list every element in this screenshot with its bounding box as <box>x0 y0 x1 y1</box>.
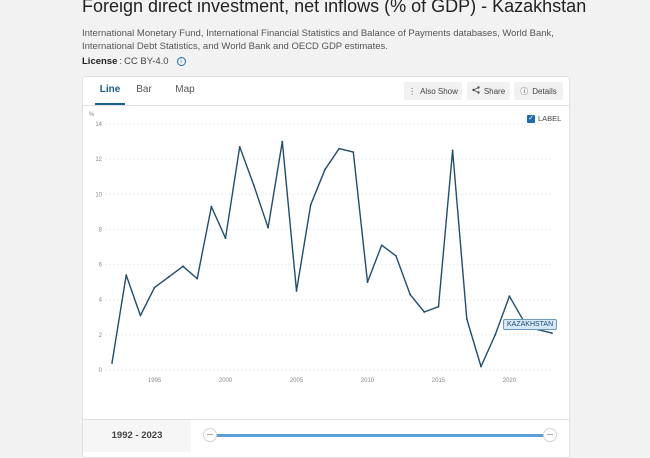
share-icon <box>472 86 480 96</box>
data-point <box>394 254 397 257</box>
data-point <box>352 151 355 154</box>
data-point <box>508 295 511 298</box>
data-point <box>139 314 142 317</box>
y-tick-label: 8 <box>99 227 103 233</box>
data-point <box>324 168 326 171</box>
x-tick-label: 2020 <box>503 378 517 384</box>
details-label: Details <box>532 86 557 96</box>
x-tick-label: 1995 <box>148 378 162 384</box>
data-point <box>281 140 284 143</box>
data-point <box>210 205 213 208</box>
data-point <box>380 244 383 247</box>
range-slider-track[interactable] <box>209 434 551 437</box>
data-point <box>309 203 312 206</box>
range-label: 1992 - 2023 <box>83 420 191 452</box>
range-footer: 1992 - 2023 <box>83 419 569 458</box>
data-point <box>196 277 199 280</box>
data-point <box>153 286 156 289</box>
y-axis-unit-label: % <box>89 112 95 118</box>
also-show-label: Also Show <box>420 86 458 96</box>
series-line <box>111 140 553 368</box>
label-toggle-text: LABEL <box>538 114 562 123</box>
license-value: CC BY-4.0 <box>124 56 169 67</box>
tab-line[interactable]: Line <box>95 77 125 105</box>
info-icon[interactable]: i <box>176 57 186 66</box>
tab-bar[interactable]: Bar <box>136 84 152 95</box>
data-point <box>224 237 227 240</box>
tab-map[interactable]: Map <box>175 84 195 95</box>
data-point <box>423 311 426 313</box>
y-tick-label: 14 <box>95 122 102 128</box>
license-label: License <box>82 56 118 67</box>
y-tick-label: 6 <box>99 263 103 269</box>
vertical-dots-icon: ⋮ <box>408 86 417 96</box>
data-point <box>437 305 440 308</box>
page-title: Foreign direct investment, net inflows (… <box>82 0 587 16</box>
data-point <box>125 274 128 277</box>
data-point <box>111 362 113 364</box>
details-button[interactable]: ⓘ Details <box>514 82 563 100</box>
x-tick-label: 2005 <box>290 378 304 384</box>
data-point <box>295 290 298 292</box>
license-row: License : CC BY-4.0 i <box>82 56 186 67</box>
y-tick-label: 10 <box>95 192 102 198</box>
y-tick-label: 0 <box>99 368 103 374</box>
data-point <box>409 293 411 296</box>
data-point <box>480 365 482 368</box>
data-point <box>338 147 340 150</box>
data-point <box>494 333 497 336</box>
y-tick-label: 2 <box>99 333 103 339</box>
also-show-button[interactable]: ⋮ Also Show <box>404 82 462 100</box>
x-tick-label: 2000 <box>219 378 233 384</box>
data-point <box>465 318 468 320</box>
data-point <box>366 281 369 284</box>
range-slider-start-handle[interactable] <box>203 428 217 442</box>
data-point <box>238 145 241 148</box>
x-tick-label: 2015 <box>432 378 446 384</box>
y-tick-label: 4 <box>99 298 103 304</box>
license-separator: : <box>119 56 123 67</box>
data-point <box>267 226 270 229</box>
x-tick-label: 2010 <box>361 378 375 384</box>
chart-tabs: Line Bar Map ⋮ Also Show Share ⓘ Details <box>83 77 569 106</box>
data-point <box>451 149 454 152</box>
share-button[interactable]: Share <box>467 82 510 100</box>
y-tick-label: 12 <box>95 157 102 163</box>
data-point <box>167 275 170 278</box>
line-chart: % 0 2 4 6 8 10 12 14 1995 2000 2005 2010 2015 2020 <box>89 112 553 384</box>
data-point <box>551 332 553 334</box>
series-callout: KAZAKHSTAN <box>503 319 558 330</box>
label-checkbox[interactable]: ✓ <box>527 114 535 123</box>
details-info-icon: ⓘ <box>520 86 529 96</box>
data-point <box>182 265 184 268</box>
source-text: International Monetary Fund, Internation… <box>82 28 554 52</box>
share-label: Share <box>483 86 506 96</box>
range-slider-end-handle[interactable] <box>543 428 557 442</box>
data-point <box>253 184 255 187</box>
chart-card: Line Bar Map ⋮ Also Show Share ⓘ Details… <box>82 76 570 458</box>
label-toggle[interactable]: ✓ LABEL <box>527 114 561 123</box>
